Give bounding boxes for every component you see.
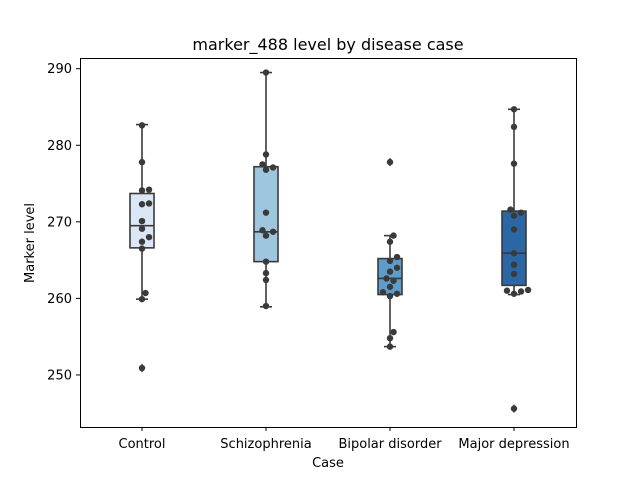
data-point [510, 212, 518, 219]
data-point [138, 122, 146, 129]
data-point [393, 264, 401, 271]
data-point [138, 217, 146, 225]
x-tick-label: Bipolar disorder [338, 437, 442, 452]
data-point [507, 206, 514, 213]
y-axis: 250 260 270 280 290 [47, 62, 80, 383]
box-3 [377, 157, 403, 348]
x-tick-label: Control [119, 437, 166, 452]
data-point [393, 290, 401, 297]
data-point [386, 343, 394, 350]
data-point [145, 186, 153, 193]
x-axis: Control Schizophrenia Bipolar disorder Majo… [119, 427, 570, 452]
data-point [393, 253, 401, 261]
data-point [262, 166, 270, 173]
data-point [517, 209, 525, 216]
data-point [510, 405, 518, 412]
data-point [138, 225, 146, 232]
data-point [524, 286, 532, 294]
data-point [262, 232, 270, 239]
y-tick-label: 280 [47, 139, 72, 154]
data-point [386, 257, 394, 265]
y-tick-label: 260 [47, 292, 72, 307]
y-axis-label: Marker level [23, 203, 38, 283]
swarm-2 [259, 69, 277, 310]
data-point [138, 187, 146, 194]
plot-frame [80, 58, 577, 428]
data-point [386, 292, 394, 300]
chart-title: marker_488 level by disease case [192, 35, 463, 55]
data-point [390, 277, 397, 284]
y-tick-label: 290 [47, 62, 72, 77]
data-point [262, 209, 270, 216]
y-tick-label: 250 [47, 368, 72, 383]
swarm-4 [503, 106, 532, 412]
data-point [138, 245, 146, 252]
data-point [386, 158, 394, 166]
y-tick-label: 270 [47, 215, 72, 230]
swarm-3 [379, 158, 401, 350]
data-point [262, 302, 270, 310]
data-point [262, 258, 270, 265]
data-point [262, 69, 270, 76]
data-point [269, 228, 277, 235]
data-point [138, 364, 146, 372]
data-point [510, 123, 518, 131]
data-point [379, 289, 387, 296]
data-point [142, 289, 149, 297]
data-point [138, 158, 146, 166]
data-point [390, 232, 397, 239]
data-point [259, 161, 266, 168]
x-axis-label: Case [312, 456, 344, 471]
data-point [386, 334, 394, 342]
data-point [390, 328, 397, 336]
data-point [386, 283, 394, 291]
data-point [510, 250, 518, 257]
plot-area [129, 69, 532, 414]
data-point [259, 227, 266, 234]
data-point [510, 106, 518, 113]
data-point [145, 233, 153, 241]
data-point [503, 287, 511, 294]
x-tick-label: Schizophrenia [220, 437, 311, 452]
data-point [138, 238, 146, 245]
data-point [386, 238, 394, 245]
box-4 [501, 108, 527, 414]
x-tick-label: Major depression [458, 437, 569, 452]
data-point [269, 164, 277, 171]
data-point [510, 261, 518, 268]
data-point [386, 268, 394, 275]
data-point [262, 269, 270, 277]
swarm-1 [138, 122, 153, 372]
data-point [262, 151, 270, 158]
data-point [138, 295, 146, 303]
data-point [262, 276, 270, 284]
data-point [510, 270, 518, 278]
data-point [517, 288, 525, 295]
data-point [510, 290, 518, 297]
data-point [138, 201, 146, 208]
data-point [510, 160, 518, 167]
data-point [510, 226, 518, 233]
data-point [383, 275, 390, 282]
data-point [145, 200, 153, 207]
